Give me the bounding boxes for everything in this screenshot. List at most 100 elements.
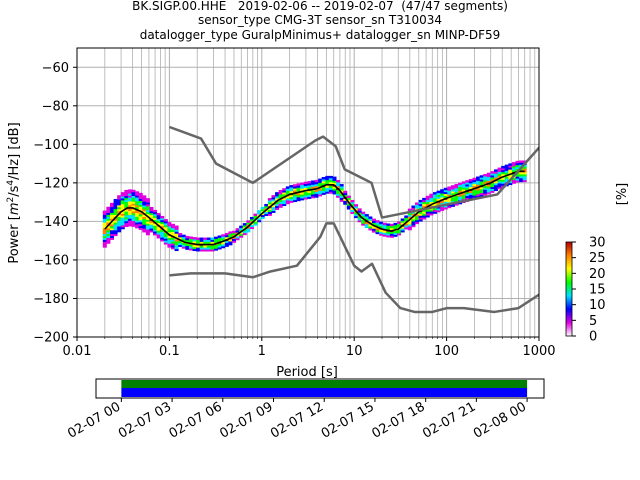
psd-bin	[497, 171, 502, 174]
psd-bin	[127, 218, 132, 221]
psd-bin	[472, 177, 477, 181]
psd-bin	[153, 223, 158, 226]
psd-bin	[285, 188, 290, 191]
psd-bin	[447, 194, 452, 197]
psd-bin	[354, 208, 359, 211]
psd-bin	[120, 192, 125, 195]
psd-bin	[124, 197, 129, 201]
psd-bin	[246, 222, 251, 225]
psd-bin	[145, 229, 150, 232]
psd-bin	[171, 231, 175, 234]
psd-bin	[242, 232, 247, 236]
psd-bin	[120, 197, 125, 201]
psd-bin	[425, 195, 430, 199]
psd-bin	[138, 221, 143, 225]
psd-bin	[106, 241, 111, 244]
psd-bin	[490, 171, 495, 174]
psd-bin	[418, 217, 423, 220]
psd-bin	[411, 205, 416, 208]
psd-bin	[454, 183, 459, 187]
psd-bin	[102, 245, 107, 248]
psd-bin	[113, 229, 118, 233]
psd-bin	[425, 203, 430, 206]
psd-bin	[490, 175, 495, 178]
psd-bin	[440, 191, 445, 194]
psd-bin	[124, 205, 129, 208]
psd-bin	[199, 245, 204, 248]
psd-bin	[343, 202, 348, 205]
psd-bin	[511, 164, 516, 167]
psd-bin	[371, 222, 376, 225]
psd-bin	[160, 235, 165, 238]
psd-bin	[450, 198, 455, 202]
psd-bin	[476, 182, 481, 185]
psd-bin	[468, 192, 473, 195]
psd-bin	[461, 196, 466, 200]
psd-bin	[490, 182, 495, 186]
psd-bin	[476, 190, 481, 193]
psd-bin	[519, 164, 524, 167]
psd-bin	[350, 207, 355, 211]
psd-bin	[293, 188, 298, 191]
psd-bin	[454, 189, 459, 193]
y-tick-label: −200	[33, 331, 69, 346]
psd-bin	[300, 182, 305, 185]
psd-bin	[296, 189, 301, 192]
psd-bin	[206, 247, 211, 250]
psd-bin	[379, 233, 384, 236]
psd-bin	[127, 197, 132, 200]
psd-bin	[267, 207, 272, 211]
psd-bin	[522, 168, 527, 171]
psd-bin	[188, 246, 193, 249]
psd-bin	[113, 212, 118, 215]
psd-bin	[138, 194, 143, 198]
psd-bin	[476, 180, 481, 183]
psd-bin	[117, 228, 122, 231]
psd-bin	[497, 186, 502, 190]
psd-bin	[120, 194, 125, 197]
psd-bin	[109, 204, 114, 208]
psd-bin	[508, 171, 513, 174]
psd-bin	[131, 216, 136, 220]
psd-bin	[271, 198, 276, 202]
psd-bin	[264, 211, 269, 215]
psd-bin	[131, 205, 136, 208]
psd-bin	[171, 233, 175, 236]
psd-bin	[493, 177, 498, 180]
psd-bin	[120, 211, 125, 214]
psd-bin	[400, 222, 405, 225]
x-tick-label: 100	[434, 344, 459, 359]
psd-bin	[156, 234, 161, 237]
psd-bin	[102, 214, 107, 217]
psd-bin	[293, 197, 298, 201]
psd-bin	[138, 198, 143, 202]
psd-bin	[422, 203, 427, 207]
psd-bin	[443, 191, 448, 195]
y-tick-label: −60	[42, 61, 69, 76]
psd-bin	[483, 179, 488, 183]
psd-bin	[511, 177, 516, 180]
psd-bin	[138, 225, 143, 228]
psd-bin	[203, 245, 208, 248]
psd-bin	[135, 193, 140, 196]
psd-bin	[443, 195, 448, 198]
psd-bin	[300, 184, 305, 187]
psd-bin	[156, 222, 161, 225]
psd-bin	[289, 190, 294, 194]
psd-bin	[278, 199, 283, 203]
psd-bin	[278, 201, 283, 204]
psd-bin	[479, 175, 484, 178]
psd-bin	[149, 212, 154, 216]
psd-bin	[235, 235, 240, 239]
psd-bin	[196, 247, 201, 250]
psd-bin	[174, 227, 179, 230]
x-tick-label: 1000	[522, 344, 555, 359]
psd-bin	[171, 239, 175, 242]
psd-bin	[458, 182, 463, 186]
psd-bin	[163, 232, 168, 235]
psd-bin	[246, 220, 251, 223]
psd-bin	[102, 210, 107, 213]
psd-bin	[117, 222, 122, 225]
psd-bin	[447, 188, 452, 191]
psd-bin	[436, 196, 441, 199]
